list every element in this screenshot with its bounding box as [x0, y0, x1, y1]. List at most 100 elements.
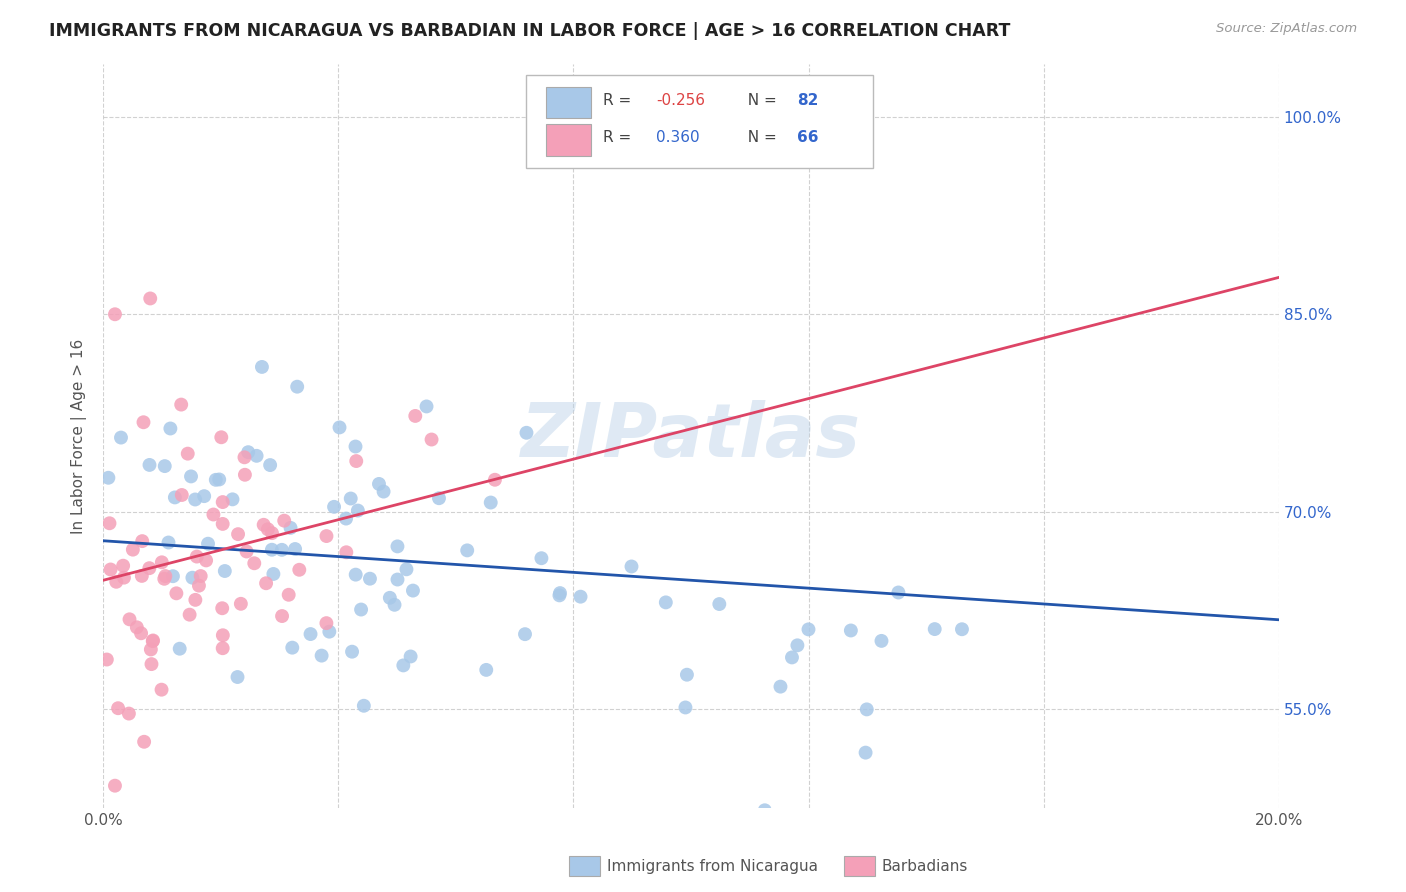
Text: 66: 66 [797, 130, 818, 145]
Text: N =: N = [738, 130, 782, 145]
Point [402, 583, 425, 598]
Point [344, 454, 367, 468]
Point [187, 579, 209, 593]
Point [260, 542, 283, 557]
Point [299, 627, 322, 641]
Point [197, 537, 219, 551]
Point [181, 571, 204, 585]
Bar [547, 124, 591, 155]
Point [226, 670, 249, 684]
Point [179, 607, 201, 622]
Point [129, 626, 152, 640]
Point [335, 511, 357, 525]
Point [315, 529, 337, 543]
Point [142, 633, 165, 648]
Point [427, 491, 450, 506]
Point [709, 597, 731, 611]
Point [121, 542, 143, 557]
Point [155, 569, 177, 583]
Point [96, 652, 118, 666]
Point [780, 650, 803, 665]
Point [165, 586, 187, 600]
Point [211, 641, 233, 656]
Point [110, 431, 132, 445]
Point [153, 572, 176, 586]
Point [870, 633, 893, 648]
Point [285, 380, 308, 394]
Text: R =: R = [603, 130, 641, 145]
Point [323, 500, 346, 514]
Point [384, 598, 406, 612]
Point [530, 551, 553, 566]
Point [243, 556, 266, 570]
Point [456, 543, 478, 558]
Point [150, 682, 173, 697]
Point [270, 542, 292, 557]
Point [484, 473, 506, 487]
Point [769, 680, 792, 694]
Point [271, 609, 294, 624]
Point [184, 592, 207, 607]
Point [233, 467, 256, 482]
Point [229, 597, 252, 611]
Point [924, 622, 946, 636]
Point [395, 562, 418, 576]
Point [281, 640, 304, 655]
Point [226, 527, 249, 541]
Point [887, 585, 910, 599]
Point [105, 574, 128, 589]
Point [153, 459, 176, 474]
Point [318, 624, 340, 639]
Point [368, 477, 391, 491]
Point [359, 572, 381, 586]
Text: ZIPatlas: ZIPatlas [522, 400, 860, 473]
Point [315, 616, 337, 631]
Point [548, 586, 571, 600]
Point [238, 445, 260, 459]
Point [246, 449, 269, 463]
Point [138, 458, 160, 472]
Point [675, 700, 697, 714]
Point [350, 602, 373, 616]
Point [378, 591, 401, 605]
Point [855, 746, 877, 760]
Point [209, 430, 232, 444]
Point [387, 540, 409, 554]
Point [280, 521, 302, 535]
Point [347, 503, 370, 517]
Text: IMMIGRANTS FROM NICARAGUA VS BARBADIAN IN LABOR FORCE | AGE > 16 CORRELATION CHA: IMMIGRANTS FROM NICARAGUA VS BARBADIAN I… [49, 22, 1011, 40]
Point [399, 649, 422, 664]
Y-axis label: In Labor Force | Age > 16: In Labor Force | Age > 16 [72, 338, 87, 533]
Point [118, 612, 141, 626]
Point [208, 473, 231, 487]
Point [254, 576, 277, 591]
Point [112, 558, 135, 573]
Point [150, 555, 173, 569]
Point [284, 541, 307, 556]
Point [253, 517, 276, 532]
FancyBboxPatch shape [526, 75, 873, 169]
Point [387, 573, 409, 587]
Point [335, 545, 357, 559]
Point [193, 489, 215, 503]
Point [125, 620, 148, 634]
Point [277, 588, 299, 602]
Point [195, 553, 218, 567]
Point [415, 400, 437, 414]
Point [163, 491, 186, 505]
Point [344, 440, 367, 454]
Point [138, 561, 160, 575]
Point [177, 447, 200, 461]
Point [339, 491, 361, 506]
Point [139, 642, 162, 657]
Point [221, 492, 243, 507]
Point [100, 562, 122, 576]
Point [214, 564, 236, 578]
Point [855, 702, 877, 716]
Point [211, 495, 233, 509]
Point [420, 433, 443, 447]
Point [142, 634, 165, 648]
Point [112, 571, 135, 585]
Point [211, 628, 233, 642]
Point [211, 601, 233, 615]
